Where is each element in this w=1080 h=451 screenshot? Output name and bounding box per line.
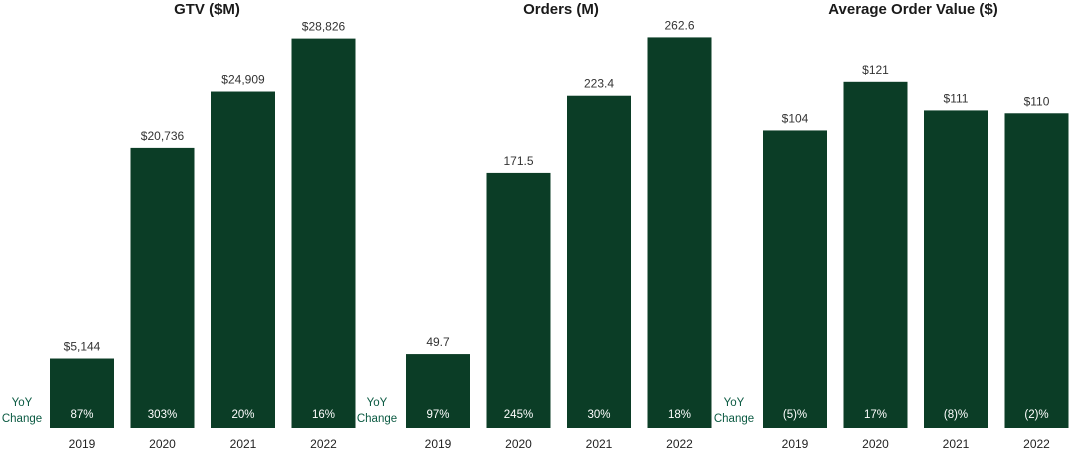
yoy-label-line2: Change	[2, 413, 42, 425]
chart-title-2: Orders (M)	[523, 1, 599, 18]
data-label: $20,736	[141, 129, 185, 143]
data-label: $28,826	[302, 20, 346, 34]
x-tick-label: 2021	[586, 437, 613, 451]
data-label: 49.7	[426, 335, 450, 349]
yoy-label-line1: YoY	[724, 397, 745, 409]
data-label: $121	[862, 63, 889, 77]
x-tick-label: 2019	[425, 437, 452, 451]
bar-2021	[924, 110, 988, 429]
bar-2020	[130, 147, 195, 428]
data-label: $111	[944, 91, 969, 105]
x-tick-label: 2019	[782, 437, 809, 451]
data-label: $5,144	[64, 340, 101, 354]
yoy-change-value: 245%	[504, 409, 533, 421]
data-label: $24,909	[221, 73, 265, 87]
x-tick-label: 2022	[666, 437, 693, 451]
yoy-change-value: (5)%	[783, 409, 807, 421]
bar-2021	[567, 95, 631, 428]
chart-title-3: Average Order Value ($)	[828, 1, 998, 18]
bar-2022	[291, 38, 356, 428]
yoy-change-value: (2)%	[1024, 409, 1048, 421]
bar-2019	[406, 354, 470, 428]
bar-2022	[1004, 113, 1069, 429]
chart-title-1: GTV ($M)	[174, 1, 240, 18]
x-tick-label: 2019	[69, 437, 96, 451]
bar-2020	[486, 172, 551, 428]
x-tick-label: 2022	[310, 437, 337, 451]
data-label: $110	[1024, 94, 1050, 108]
yoy-change-value: 303%	[148, 409, 177, 421]
bar-2019	[50, 358, 114, 428]
x-tick-label: 2020	[862, 437, 889, 451]
bar-2019	[763, 130, 827, 428]
bar-2020	[843, 81, 908, 429]
x-tick-label: 2020	[149, 437, 176, 451]
yoy-label-line1: YoY	[12, 397, 33, 409]
x-tick-label: 2020	[505, 437, 532, 451]
yoy-change-value: 30%	[587, 409, 610, 421]
x-tick-label: 2021	[230, 437, 257, 451]
data-label: 223.4	[584, 77, 614, 91]
data-label: $104	[782, 111, 809, 125]
yoy-change-value: 17%	[864, 409, 887, 421]
yoy-change-value: 16%	[312, 409, 335, 421]
data-label: 171.5	[503, 154, 533, 168]
yoy-change-value: 97%	[426, 409, 449, 421]
data-label: 262.6	[664, 18, 694, 32]
yoy-change-value: 20%	[231, 409, 254, 421]
yoy-change-value: 18%	[668, 409, 691, 421]
x-tick-label: 2022	[1023, 437, 1050, 451]
yoy-label-line1: YoY	[367, 397, 388, 409]
yoy-label-line2: Change	[714, 413, 754, 425]
bar-2022	[647, 37, 712, 428]
x-tick-label: 2021	[943, 437, 970, 451]
yoy-label-line2: Change	[357, 413, 397, 425]
bar-2021	[211, 91, 275, 429]
yoy-change-value: (8)%	[944, 409, 968, 421]
yoy-change-value: 87%	[70, 409, 93, 421]
